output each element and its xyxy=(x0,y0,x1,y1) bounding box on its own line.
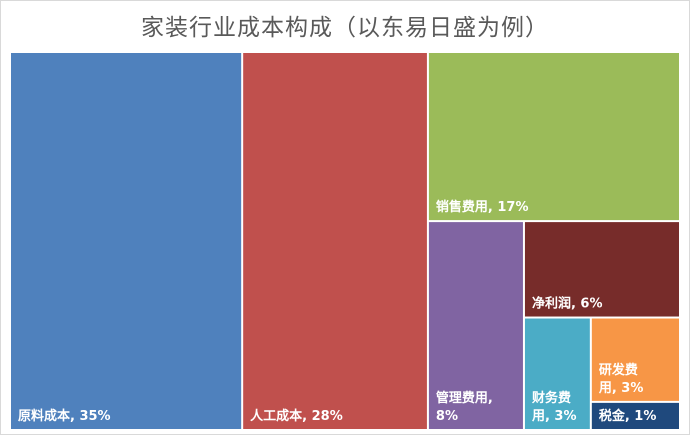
label-rnd-expense-line2: 用, 3% xyxy=(598,381,644,396)
label-labor: 人工成本, 28% xyxy=(250,408,343,424)
label-rnd-expense-line1: 研发费 xyxy=(599,362,638,378)
label-finance-expense-line2: 用, 3% xyxy=(531,409,577,424)
label-sales-expense: 销售费用, 17% xyxy=(436,199,529,215)
label-admin-expense-line1: 管理费用, xyxy=(436,390,493,406)
tile-tax xyxy=(591,402,679,429)
tile-finance-expense xyxy=(524,318,590,429)
label-finance-expense-line1: 财务费 xyxy=(532,390,571,406)
label-tax: 税金, 1% xyxy=(599,408,657,424)
tile-net-profit xyxy=(524,222,679,317)
tile-raw-material xyxy=(11,53,242,429)
label-raw-material: 原料成本, 35% xyxy=(18,408,111,424)
tile-sales-expense xyxy=(428,53,679,221)
label-admin-expense-line2: 8% xyxy=(436,409,458,424)
tile-admin-expense xyxy=(428,222,523,429)
label-net-profit: 净利润, 6% xyxy=(532,296,603,312)
tile-rnd-expense xyxy=(591,318,679,401)
tile-labor xyxy=(243,53,427,429)
chart-title: 家装行业成本构成（以东易日盛为例） xyxy=(141,15,549,41)
